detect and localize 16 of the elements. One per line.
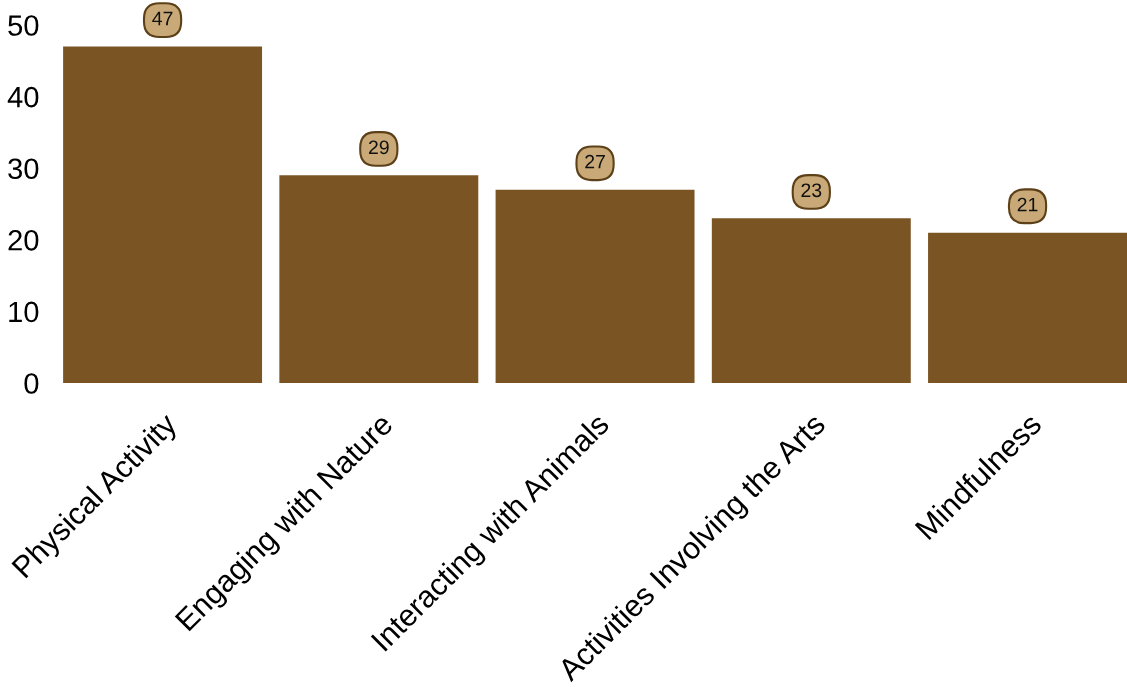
data-label: 21 xyxy=(1017,197,1038,212)
bar xyxy=(63,46,263,383)
bar xyxy=(928,232,1127,383)
y-tick-label: 40 xyxy=(7,86,39,108)
bar xyxy=(711,218,911,383)
data-label: 29 xyxy=(368,140,389,155)
bar xyxy=(495,189,695,383)
y-tick-label: 30 xyxy=(8,158,39,180)
y-tick-label: 50 xyxy=(8,15,39,36)
data-label: 47 xyxy=(152,11,173,26)
data-label: 27 xyxy=(585,154,605,169)
y-tick-label: 20 xyxy=(8,230,39,251)
bar xyxy=(279,175,479,383)
y-tick-label: 0 xyxy=(24,373,39,394)
data-label: 23 xyxy=(801,183,822,198)
y-tick-label: 10 xyxy=(9,301,39,323)
